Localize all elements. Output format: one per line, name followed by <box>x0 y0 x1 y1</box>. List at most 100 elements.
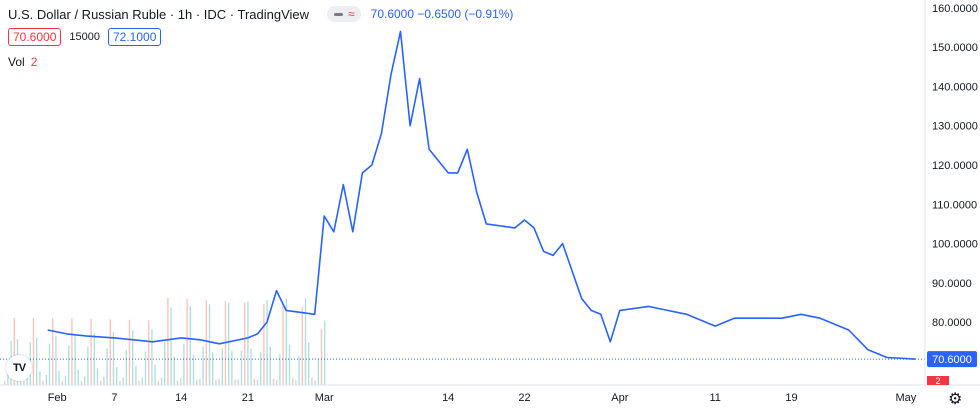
volume-bar <box>218 379 220 385</box>
volume-bars <box>4 297 326 385</box>
volume-bar <box>148 320 150 385</box>
minus-icon <box>334 12 344 16</box>
last-price-tag-label: 70.6000 <box>932 354 972 366</box>
volume-bar <box>324 320 326 385</box>
volume-bar <box>96 368 99 385</box>
volume-legend[interactable]: Vol 2 <box>8 55 37 69</box>
volume-bar <box>4 381 6 385</box>
volume-bar <box>196 380 198 385</box>
vol-value: 2 <box>30 55 38 69</box>
indicator-toggle[interactable]: ≈ <box>327 6 361 22</box>
volume-bar <box>186 298 188 385</box>
y-tick-label: 130.0000 <box>932 121 978 133</box>
price-line-series <box>47 30 916 360</box>
volume-bar <box>125 350 127 385</box>
volume-bar <box>36 337 38 385</box>
volume-bar <box>304 297 307 385</box>
settings-gear-icon[interactable]: ⚙ <box>948 391 963 408</box>
volume-bar <box>55 336 57 385</box>
volume-bar <box>180 378 182 385</box>
volume-bar <box>301 307 303 385</box>
volume-bar <box>39 371 41 385</box>
volume-bar <box>167 297 169 385</box>
volume-bar <box>253 379 255 385</box>
x-tick-label: 22 <box>518 392 530 404</box>
volume-bar <box>208 304 211 385</box>
volume-bar <box>170 307 172 385</box>
volume-bar <box>109 319 111 385</box>
y-tick-label: 80.0000 <box>932 317 972 329</box>
volume-bar <box>119 380 121 385</box>
volume-bar <box>176 380 179 385</box>
x-tick-label: Feb <box>48 392 67 404</box>
last-price-tag <box>927 351 977 368</box>
volume-bar <box>84 376 86 385</box>
volume-bar <box>71 318 73 385</box>
volume-bar <box>141 378 143 385</box>
y-tick-label: 160.0000 <box>932 3 978 15</box>
volume-bar <box>116 367 118 385</box>
volume-bar <box>247 301 249 385</box>
volume-bar <box>132 330 134 385</box>
volume-bar <box>103 377 105 385</box>
bid-ask-row: 70.6000 15000 72.1000 <box>8 28 162 46</box>
volume-bar <box>173 356 175 385</box>
sell-price-button[interactable]: 70.6000 <box>8 28 62 46</box>
volume-bar <box>263 304 265 385</box>
volume-bar <box>317 358 319 385</box>
volume-bar <box>276 380 278 385</box>
volume-bar <box>202 346 204 385</box>
volume-bar <box>199 378 201 385</box>
volume-bar <box>32 318 35 385</box>
volume-bar <box>237 379 239 385</box>
volume-bar <box>282 305 284 385</box>
x-tick-label: 7 <box>111 392 117 404</box>
volume-bar <box>260 352 262 385</box>
volume-bar <box>52 318 54 385</box>
y-tick-label: 90.0000 <box>932 278 972 290</box>
volume-bar <box>112 331 115 385</box>
volume-bar <box>295 380 297 385</box>
y-tick-label: 120.0000 <box>932 160 978 172</box>
y-tick-label: 140.0000 <box>932 81 978 93</box>
volume-bar <box>7 373 9 385</box>
symbol-title[interactable]: U.S. Dollar / Russian Ruble · 1h · IDC ·… <box>8 6 310 22</box>
volume-bar <box>87 346 89 385</box>
y-tick-label: 110.0000 <box>932 199 977 211</box>
volume-bar <box>160 377 163 385</box>
volume-bar <box>288 344 291 385</box>
volume-bar <box>48 343 51 385</box>
volume-bar <box>269 346 271 385</box>
volume-bar <box>228 302 230 385</box>
x-tick-label: Mar <box>315 392 334 404</box>
volume-bar <box>26 374 28 385</box>
volume-bar <box>320 329 323 385</box>
price-axis[interactable]: 160.0000 150.0000 140.0000 130.0000 120.0000… <box>932 3 978 369</box>
last-values: 70.6000 −0.6500 (−0.91%) <box>370 7 514 21</box>
volume-bar <box>256 379 259 385</box>
volume-bar <box>189 305 191 385</box>
volume-bar <box>138 380 140 385</box>
legend-title-row: U.S. Dollar / Russian Ruble · 1h · IDC ·… <box>8 6 513 22</box>
volume-bar <box>42 381 44 385</box>
volume-bar <box>68 345 70 385</box>
volume-bar <box>157 380 159 385</box>
volume-bar <box>221 348 223 385</box>
tradingview-logo-icon[interactable]: TV <box>6 355 32 381</box>
volume-bar <box>74 334 76 385</box>
volume-bar <box>234 379 236 385</box>
last-volume-tag <box>927 376 949 385</box>
wave-icon: ≈ <box>348 7 355 21</box>
volume-bar <box>215 379 217 385</box>
volume-bar <box>308 342 310 385</box>
volume-bar <box>61 381 63 385</box>
volume-bar <box>183 344 185 385</box>
y-tick-label: 150.0000 <box>932 42 978 54</box>
volume-bar <box>64 375 67 385</box>
volume-bar <box>279 354 281 385</box>
volume-bar <box>45 374 47 385</box>
buy-price-button[interactable]: 72.1000 <box>107 28 162 46</box>
x-tick-label: 19 <box>785 392 797 404</box>
time-axis[interactable]: Feb 7 14 21 Mar 14 22 Apr 11 19 May <box>48 392 917 404</box>
